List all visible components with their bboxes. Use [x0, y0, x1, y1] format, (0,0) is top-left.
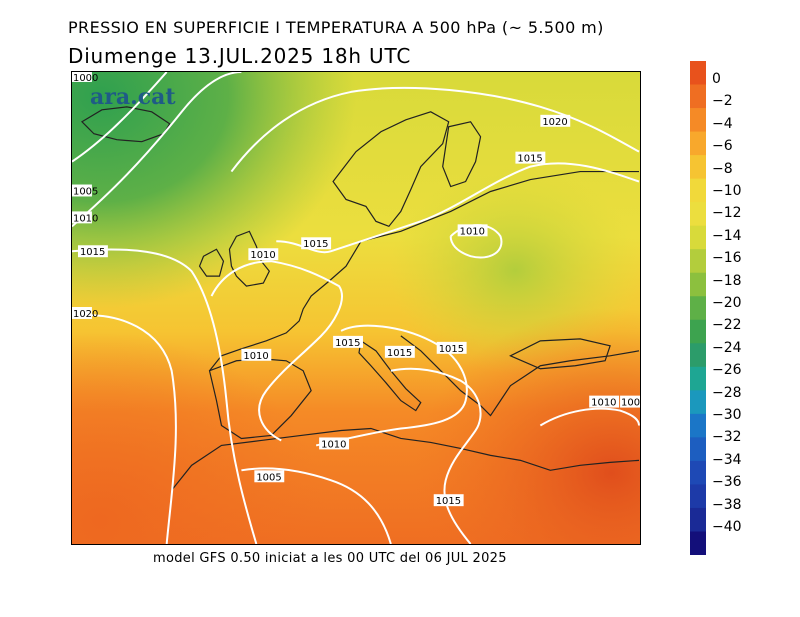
isobar-label: 1015 [387, 348, 412, 359]
colorbar-segment [690, 460, 706, 485]
colorbar-segment [690, 108, 706, 133]
coastline-scandinavia [332, 111, 450, 228]
colorbar-segment [690, 531, 706, 555]
colorbar-segment [690, 319, 706, 344]
model-info: model GFS 0.50 iniciat a les 00 UTC del … [153, 551, 507, 566]
coastline-finland [442, 121, 482, 188]
colorbar-tick-label: −20 [712, 295, 742, 311]
colorbar-segment [690, 202, 706, 227]
colorbar-tick-label: −40 [712, 519, 742, 535]
colorbar-tick-label: −18 [712, 272, 742, 289]
coastline-balkans [400, 335, 640, 417]
colorbar-segment [690, 131, 706, 156]
isobar-label: 1020 [542, 117, 567, 128]
colorbar-segment [690, 413, 706, 438]
weather-map: 1020 1015 1010 1015 1010 1015 1010 1015 … [71, 71, 641, 545]
isobar-label: 1000 [621, 398, 641, 409]
colorbar-tick-label: −22 [712, 317, 742, 334]
isobar-label: 1015 [517, 154, 542, 165]
isobar-label: 1015 [80, 247, 105, 258]
coastline-italy [358, 339, 422, 412]
colorbar-segment [690, 84, 706, 109]
colorbar-tick-label: −12 [712, 205, 742, 222]
colorbar-tick-label: −30 [712, 407, 742, 423]
colorbar-segment [690, 61, 706, 86]
colorbar-segment [690, 507, 706, 532]
colorbar-segment [690, 437, 706, 462]
temperature-colorbar [690, 61, 706, 555]
coastline-britain [228, 230, 271, 287]
colorbar-segment [690, 249, 706, 274]
colorbar-segment [690, 390, 706, 415]
colorbar-segment [690, 272, 706, 297]
isobar-label: 1015 [439, 344, 464, 355]
ara-cat-logo: ara.cat [90, 84, 176, 110]
colorbar-tick-label: −32 [712, 429, 742, 446]
colorbar-segment [690, 484, 706, 509]
colorbar-tick-label: −24 [712, 339, 742, 356]
isobar-label: 1015 [303, 239, 328, 250]
colorbar-tick-label: −34 [712, 451, 742, 468]
isobar-label: 1020 [73, 309, 98, 320]
colorbar-segment [690, 225, 706, 250]
forecast-date: Diumenge 13.JUL.2025 18h UTC [68, 44, 412, 68]
isobar-label: 1010 [591, 398, 616, 409]
isobar-label: 1010 [243, 351, 268, 362]
colorbar-segment [690, 155, 706, 180]
colorbar-tick-label: −38 [712, 496, 742, 513]
isobar-label: 1005 [256, 472, 281, 483]
colorbar-tick-label: −16 [712, 250, 742, 267]
colorbar-segment [690, 343, 706, 368]
colorbar-tick-label: −2 [712, 93, 733, 110]
coastline-black-sea [509, 338, 611, 370]
isobar-labels: 1020 1015 1010 1015 1010 1015 1010 1015 … [72, 72, 641, 507]
isobar-label: 1000 [73, 73, 98, 84]
isobar-label: 1015 [335, 338, 360, 349]
colorbar-tick-label: 0 [712, 71, 721, 87]
coastline-africa [171, 427, 640, 491]
coastline-ireland [198, 248, 225, 277]
isobar-label: 1010 [460, 226, 485, 237]
isobar-label: 1005 [73, 186, 98, 197]
chart-title: PRESSIO EN SUPERFICIE I TEMPERATURA A 50… [68, 18, 604, 37]
colorbar-segment [690, 296, 706, 321]
isobar-label: 1015 [436, 496, 461, 507]
isobar-label: 1010 [250, 250, 275, 261]
coastline-europe [209, 170, 640, 372]
colorbar-tick-label: −8 [712, 160, 733, 177]
colorbar-tick-label: −26 [712, 362, 742, 379]
colorbar-tick-label: −4 [712, 115, 733, 132]
colorbar-segment [690, 366, 706, 391]
colorbar-segment [690, 178, 706, 203]
colorbar-tick-label: −28 [712, 384, 742, 401]
isobar-label: 1010 [321, 439, 346, 450]
colorbar-tick-label: −14 [712, 227, 742, 244]
colorbar-tick-label: −6 [712, 138, 733, 155]
colorbar-tick-label: −10 [712, 183, 742, 199]
isobar-label: 1010 [73, 213, 98, 224]
colorbar-tick-label: −36 [712, 474, 742, 491]
